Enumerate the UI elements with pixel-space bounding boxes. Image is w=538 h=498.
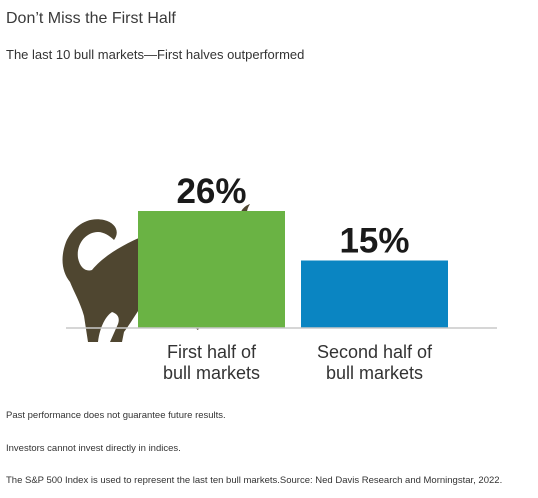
bar-1 <box>138 211 285 328</box>
bar-2 <box>301 260 448 328</box>
category-label-1: First half of bull markets <box>163 342 260 383</box>
footnote-performance: Past performance does not guarantee futu… <box>6 410 226 421</box>
chart-title: Don’t Miss the First Half <box>6 10 176 27</box>
chart-subtitle: The last 10 bull markets—First halves ou… <box>6 47 305 62</box>
value-label-2: 15% <box>339 222 409 261</box>
footnote-indices: Investors cannot invest directly in indi… <box>6 443 181 454</box>
category-label-2: Second half of bull markets <box>317 342 433 383</box>
bar-chart: 26% First half of bull markets 15% Second ha… <box>62 172 497 383</box>
footnote-source: The S&P 500 Index is used to represent t… <box>6 475 503 486</box>
value-label-1: 26% <box>176 172 246 211</box>
